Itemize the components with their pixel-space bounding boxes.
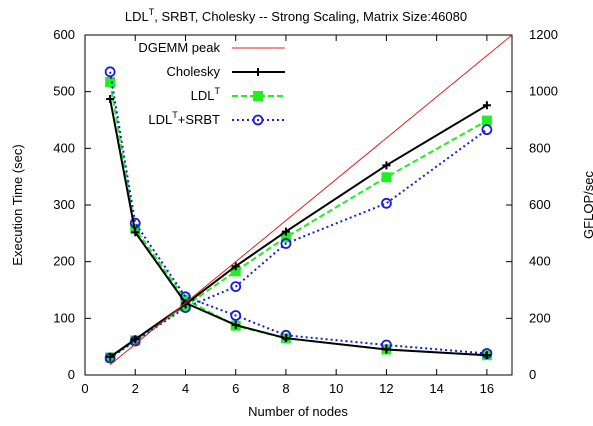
data-point-chol_gflop	[131, 335, 140, 344]
data-point-ldlt_gflop	[481, 115, 492, 126]
y-tick-label: 300	[53, 197, 75, 212]
x-tick-label: 8	[282, 381, 289, 396]
y2-tick-label: 200	[529, 310, 551, 325]
data-point-srbt_time	[230, 310, 242, 321]
data-point-ldlt_time	[105, 77, 116, 88]
data-point-chol_time	[131, 228, 140, 237]
x-tick-label: 6	[232, 381, 239, 396]
data-point-chol_time	[382, 345, 391, 354]
y-tick-label: 600	[53, 27, 75, 42]
data-point-srbt_gflop	[230, 281, 242, 293]
x-tick-label: 4	[182, 381, 189, 396]
data-point-chol_gflop	[106, 352, 115, 361]
series-line-srbt_time	[109, 71, 487, 355]
data-point-chol_gflop	[281, 227, 290, 236]
y-tick-label: 100	[53, 310, 75, 325]
y-tick-label: 0	[68, 367, 75, 382]
data-point-chol_time	[106, 95, 115, 104]
legend-label: DGEMM peak	[138, 40, 220, 55]
y2-tick-label: 0	[529, 367, 536, 382]
series-chol_time	[106, 95, 491, 360]
series-dgemm	[109, 34, 513, 366]
data-point-chol_gflop	[231, 262, 240, 271]
plot-frame	[84, 34, 513, 376]
legend-item-dgemm: DGEMM peak	[138, 40, 285, 55]
legend-item-chol: Cholesky	[167, 64, 285, 79]
series-line-ldlt_gflop	[109, 119, 488, 359]
data-point-chol_gflop	[482, 101, 491, 110]
data-point-srbt_gflop	[381, 197, 392, 209]
y2-tick-label: 1200	[529, 27, 558, 42]
series-chol_gflop	[106, 101, 491, 361]
legend-marker	[252, 114, 264, 126]
data-point-chol_time	[231, 321, 240, 330]
y2-tick-label: 800	[529, 140, 551, 155]
series-srbt_gflop	[104, 124, 493, 364]
series-ldlt_gflop	[105, 115, 492, 363]
x-tick-label: 12	[379, 381, 393, 396]
series-line-dgemm	[109, 34, 513, 366]
y2-tick-label: 1000	[529, 84, 558, 99]
data-point-chol_time	[482, 351, 491, 360]
y-tick-label: 200	[53, 254, 75, 269]
x-tick-label: 0	[81, 381, 88, 396]
y2-tick-label: 600	[529, 197, 551, 212]
legend: DGEMM peak Cholesky LDLT LDLT+SRBT	[138, 40, 285, 127]
x-tick-label: 14	[429, 381, 443, 396]
legend-label: LDLT	[191, 86, 221, 103]
y2-tick-label: 400	[529, 254, 551, 269]
legend-label: LDLT+SRBT	[148, 110, 220, 127]
data-point-chol_time	[281, 334, 290, 343]
legend-marker	[254, 68, 262, 76]
data-point-srbt_time	[104, 66, 116, 78]
legend-marker	[253, 91, 263, 101]
data-point-srbt_gflop	[280, 238, 292, 249]
legend-item-ldlt: LDLT	[191, 86, 285, 103]
data-point-ldlt_gflop	[381, 172, 392, 183]
chart-title: LDLT, SRBT, Cholesky -- Strong Scaling, …	[125, 7, 467, 24]
y-tick-label: 500	[53, 84, 75, 99]
legend-item-srbt: LDLT+SRBT	[148, 110, 285, 127]
x-tick-label: 2	[132, 381, 139, 396]
y-axis-label: Execution Time (sec)	[10, 144, 25, 265]
y2-axis-label: GFLOP/sec	[581, 171, 593, 239]
series-line-srbt_gflop	[109, 128, 488, 359]
series-srbt_time	[104, 66, 493, 359]
x-tick-label: 10	[329, 381, 343, 396]
x-axis-label: Number of nodes	[248, 404, 348, 419]
data-point-srbt_gflop	[481, 124, 493, 136]
data-point-chol_gflop	[181, 300, 190, 309]
data-point-chol_gflop	[382, 161, 391, 170]
plot-area: 0 2 4 6 8 10 12 14 16 0 100 200 300 400 500 600 0 200 400 6…	[53, 27, 558, 396]
y-tick-label: 400	[53, 140, 75, 155]
legend-label: Cholesky	[167, 64, 221, 79]
x-tick-label: 16	[480, 381, 494, 396]
